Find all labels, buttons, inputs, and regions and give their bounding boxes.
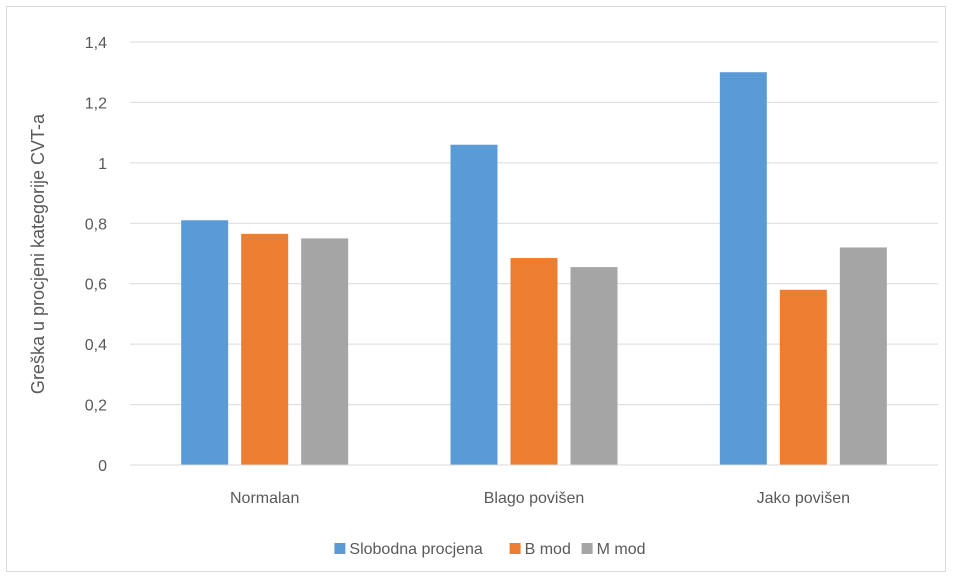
bar — [450, 144, 498, 465]
y-tick-label: 1,4 — [85, 35, 107, 52]
y-axis-ticks: 0 0,2 0,4 0,6 0,8 1 1,2 1,4 — [85, 35, 107, 475]
y-axis-title: Greška u procjeni kategorije CVT-a — [28, 113, 48, 394]
bar — [301, 238, 349, 465]
x-tick-label: Normalan — [230, 490, 299, 507]
y-tick-label: 0,4 — [85, 337, 107, 354]
bar — [839, 247, 887, 465]
legend-label: B mod — [525, 541, 571, 558]
y-tick-label: 0 — [98, 458, 107, 475]
x-axis-ticks: Normalan Blago povišen Jako povišen — [230, 490, 850, 507]
bar — [181, 220, 229, 465]
legend: Slobodna procjena B mod M mod — [334, 541, 646, 558]
bar — [510, 258, 558, 465]
legend-label: M mod — [597, 541, 646, 558]
legend-swatch — [334, 543, 346, 554]
bar — [779, 289, 827, 465]
legend-label: Slobodna procjena — [349, 541, 483, 558]
x-tick-label: Blago povišen — [484, 490, 585, 507]
legend-swatch — [509, 543, 521, 554]
bar — [719, 72, 767, 465]
legend-swatch — [581, 543, 593, 554]
y-tick-label: 0,6 — [85, 277, 107, 294]
y-tick-label: 0,2 — [85, 398, 107, 415]
y-tick-label: 1,2 — [85, 95, 107, 112]
y-tick-label: 0,8 — [85, 216, 107, 233]
bars — [181, 72, 887, 465]
bar — [570, 267, 618, 465]
y-tick-label: 1 — [98, 156, 107, 173]
bar — [241, 233, 289, 465]
x-tick-label: Jako povišen — [757, 490, 850, 507]
